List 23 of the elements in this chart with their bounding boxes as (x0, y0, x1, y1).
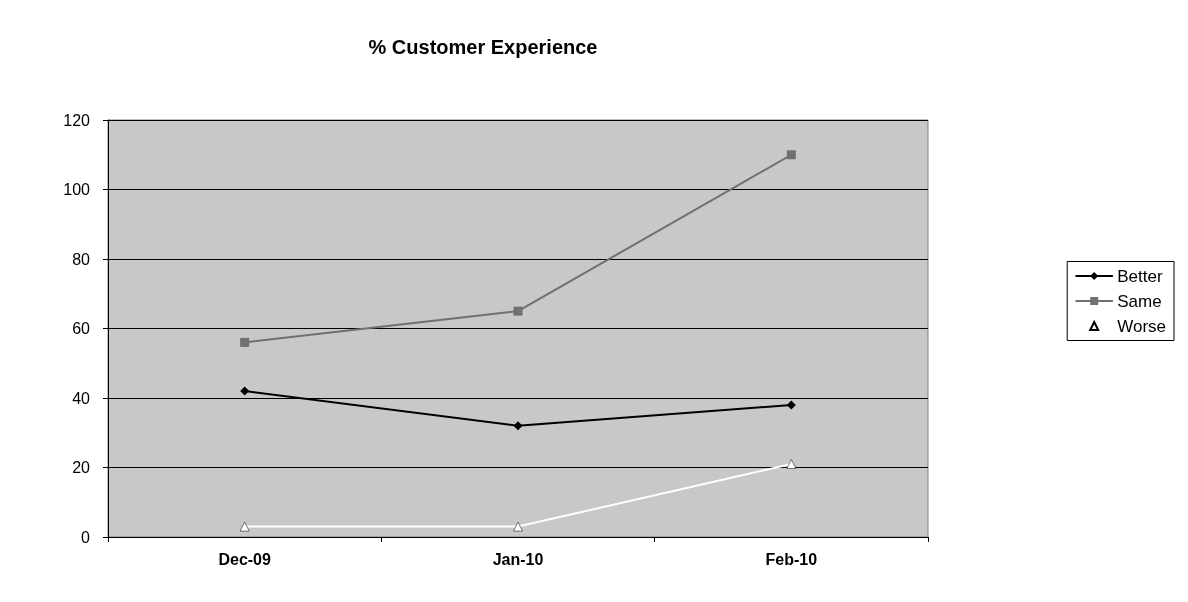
point (786, 400, 796, 410)
point (786, 459, 797, 469)
point (513, 306, 523, 316)
point (786, 150, 796, 160)
x-tick-label: Feb-10 (765, 550, 818, 568)
x-tick-label: Jan-10 (492, 550, 544, 568)
y-tick-label: 0 (81, 528, 91, 546)
point (513, 521, 523, 532)
point (513, 421, 523, 431)
y-tick-label: 80 (72, 250, 91, 268)
point (239, 521, 250, 532)
y-tick-label: 20 (72, 459, 91, 476)
point (240, 386, 250, 396)
y-tick-label: 100 (63, 181, 91, 198)
y-tick-label: 60 (72, 320, 91, 337)
y-tick-label: 40 (72, 389, 91, 407)
x-tick-label: Dec-09 (218, 550, 271, 568)
y-tick-label: 120 (63, 111, 91, 129)
legend-label: Better (1117, 266, 1163, 286)
point (240, 337, 250, 347)
legend-label: Same (1117, 291, 1162, 311)
chart-title: % Customer Experience (368, 36, 598, 58)
legend-label: Worse (1117, 316, 1166, 336)
